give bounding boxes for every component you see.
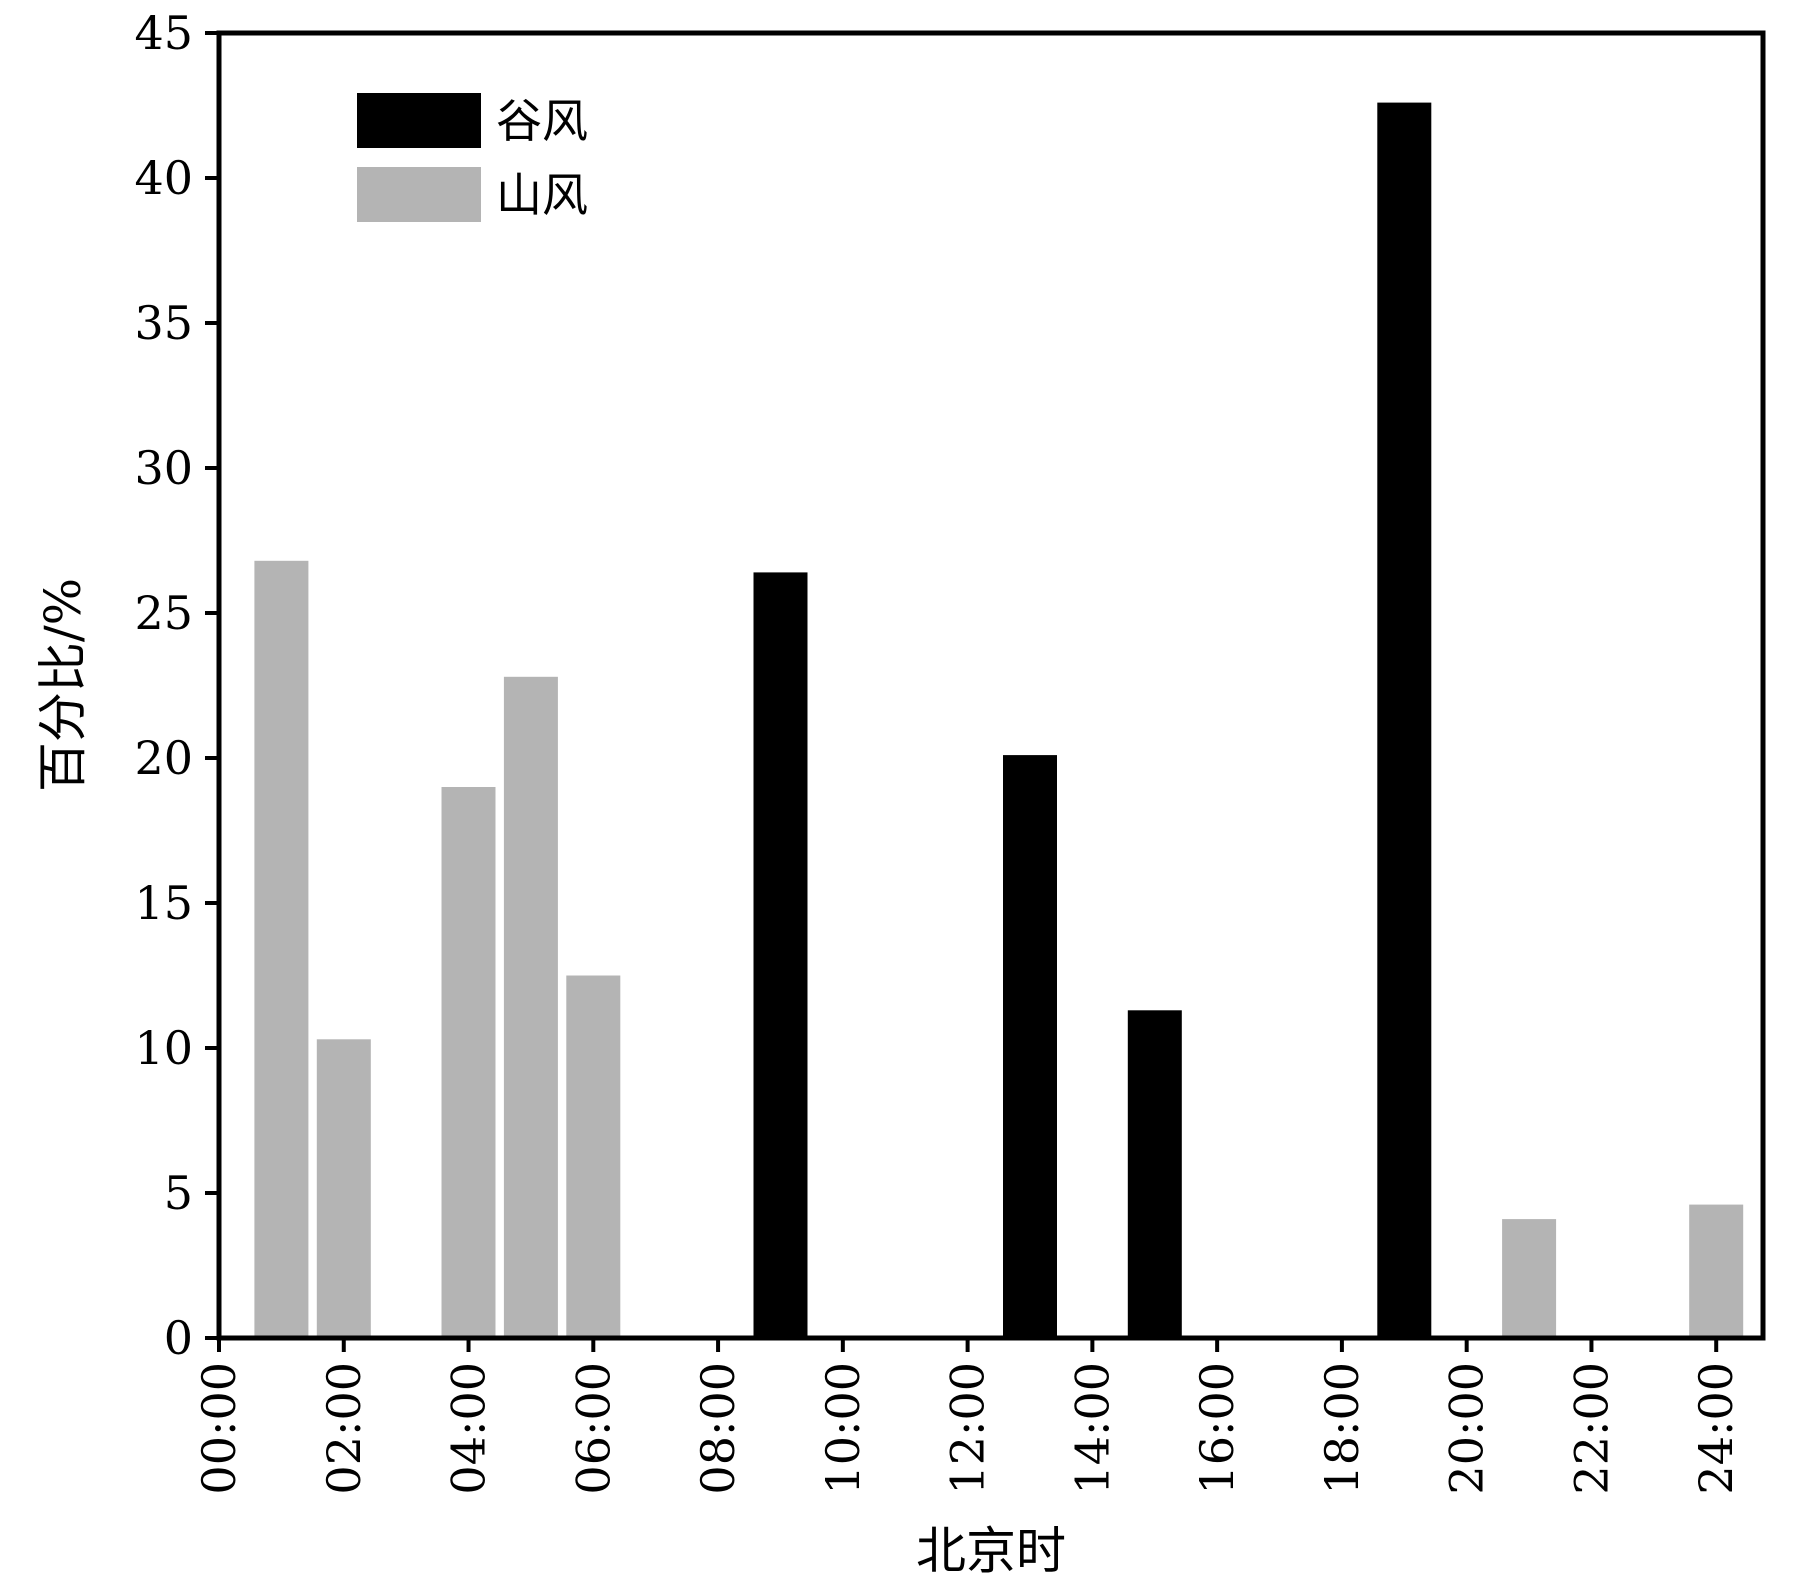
x-tick-label: 00:00: [192, 1362, 246, 1495]
bars-group: [254, 102, 1744, 1339]
bar-mountain-0: [254, 560, 309, 1338]
x-tick-label: 24:00: [1689, 1362, 1743, 1495]
y-tick-label: 5: [164, 1166, 193, 1220]
y-tick-label: 10: [134, 1021, 193, 1075]
ticks-group: 0 5 10 15 20 25 30 35 40 45 00:00 02:00 04:00 06:00 08…: [134, 6, 1743, 1495]
x-tick-label: 02:00: [317, 1362, 371, 1495]
x-tick-label: 16:00: [1190, 1362, 1244, 1495]
x-tick-label: 04:00: [442, 1362, 496, 1495]
y-tick-label: 25: [134, 586, 193, 640]
x-axis-title: 北京时: [916, 1522, 1066, 1580]
legend-label-0: 谷风: [496, 94, 588, 148]
y-tick-label: 35: [134, 296, 193, 350]
y-tick-label: 0: [164, 1311, 193, 1365]
bar-valley-1: [1003, 755, 1057, 1338]
x-tick-label: 18:00: [1315, 1362, 1369, 1495]
legend-swatch-1: [357, 167, 481, 222]
x-tick-label: 14:00: [1065, 1362, 1119, 1495]
bar-mountain-6: [1689, 1204, 1744, 1338]
y-tick-label: 30: [134, 441, 193, 495]
bar-mountain-1: [316, 1039, 371, 1338]
bar-mountain-2: [441, 787, 496, 1338]
bar-mountain-5: [1502, 1219, 1557, 1338]
y-axis-title: 百分比/%: [34, 578, 92, 792]
y-tick-label: 15: [134, 876, 193, 930]
y-tick-label: 20: [134, 731, 193, 785]
x-tick-label: 06:00: [566, 1362, 620, 1495]
legend-label-1: 山风: [496, 168, 588, 222]
x-tick-label: 12:00: [941, 1362, 995, 1495]
y-tick-label: 45: [134, 6, 193, 60]
x-tick-label: 22:00: [1564, 1362, 1618, 1495]
bar-mountain-4: [566, 975, 621, 1338]
bar-valley-2: [1127, 1010, 1182, 1338]
x-tick-label: 08:00: [691, 1362, 745, 1495]
legend-swatch-0: [357, 93, 481, 148]
y-tick-label: 40: [134, 151, 193, 205]
x-tick-label: 10:00: [816, 1362, 870, 1495]
bar-valley-0: [753, 572, 808, 1338]
plot-frame: [216, 30, 1766, 1341]
bar-valley-3: [1377, 102, 1432, 1339]
x-tick-label: 20:00: [1440, 1362, 1494, 1495]
bar-mountain-3: [503, 676, 558, 1338]
